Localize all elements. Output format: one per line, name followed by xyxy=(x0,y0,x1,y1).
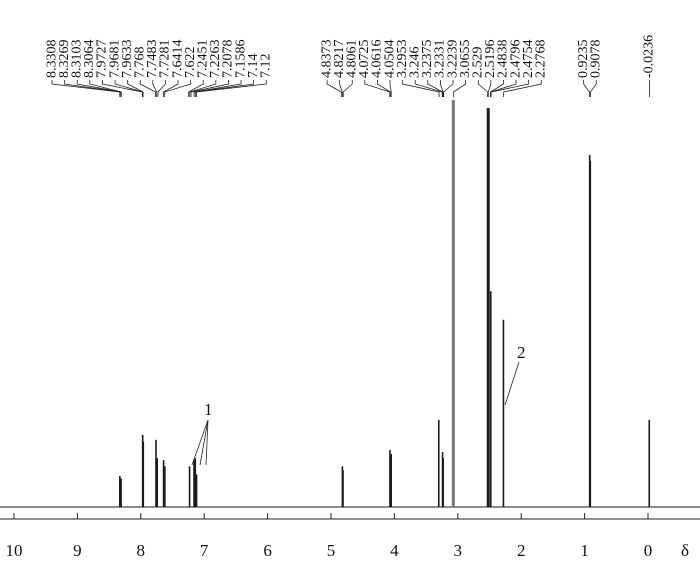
peak-label: 3.2375 xyxy=(420,40,435,79)
peak-leader xyxy=(377,80,391,97)
peak-leader xyxy=(89,80,122,97)
peak-label: 7.9633 xyxy=(120,40,135,79)
peak-label: 4.0504 xyxy=(382,40,397,79)
peak-leader xyxy=(196,80,267,97)
x-tick-label: 10 xyxy=(5,541,22,560)
peak-leader xyxy=(157,80,166,97)
peak-leader xyxy=(139,80,156,97)
x-tick-label: 7 xyxy=(200,541,209,560)
x-tick-label: 8 xyxy=(137,541,146,560)
peak-label: 2.4754 xyxy=(521,40,536,79)
peak-label: 3.2953 xyxy=(395,40,410,79)
peak-label: 7.1586 xyxy=(233,39,248,78)
peak-leader xyxy=(487,80,492,97)
x-tick-label: 6 xyxy=(263,541,272,560)
peak-label: 2.4838 xyxy=(496,40,511,79)
peak-leader xyxy=(402,80,440,97)
peak-leader xyxy=(414,80,443,97)
peak-label: 8.3103 xyxy=(69,40,84,79)
peak-leader xyxy=(114,80,144,97)
peak-leader xyxy=(152,80,158,97)
peak-label: 7.2078 xyxy=(221,40,236,79)
peak-label: 7.768 xyxy=(132,47,147,79)
peak-leader xyxy=(490,80,530,97)
peak-leader xyxy=(443,80,454,97)
x-tick-label: 2 xyxy=(517,541,526,560)
peak-label: 7.2451 xyxy=(195,40,210,79)
peak-leader xyxy=(339,80,343,97)
x-tick-label: 1 xyxy=(580,541,589,560)
peak-label: 4.8061 xyxy=(344,40,359,79)
peak-label: 3.2331 xyxy=(433,40,448,79)
x-tick-label: 9 xyxy=(73,541,82,560)
peak-label: 8.3308 xyxy=(44,40,59,78)
x-tick-label: 5 xyxy=(327,541,336,560)
peak-leader xyxy=(342,80,353,97)
peak-leader xyxy=(583,80,590,97)
peak-label: 7.12 xyxy=(258,54,273,79)
peak-label: 7.2263 xyxy=(208,40,223,79)
peak-label: 7.9681 xyxy=(107,39,122,78)
peak-leader xyxy=(477,80,489,97)
peak-label: 3.2239 xyxy=(445,40,460,79)
peak-leader xyxy=(194,80,255,97)
annotation-leader xyxy=(504,361,520,406)
peak-label: 4.0725 xyxy=(357,40,372,79)
peak-label: -0.0236 xyxy=(642,35,657,78)
peak-leader xyxy=(503,80,542,97)
annotation-leader xyxy=(205,419,209,466)
peak-leader xyxy=(193,80,242,97)
peak-label: 7.9727 xyxy=(95,39,110,78)
peak-label: 3.0655 xyxy=(458,40,473,79)
x-tick-label: 3 xyxy=(454,541,463,560)
peak-label: 8.3269 xyxy=(57,40,72,79)
peak-label: 3.246 xyxy=(407,47,422,79)
peak-leader xyxy=(364,80,391,97)
peak-label: 7.7281 xyxy=(158,40,173,79)
peak-label: 7.14 xyxy=(246,54,261,78)
annotation: 2 xyxy=(517,343,526,362)
peak-leader xyxy=(189,80,217,97)
peak-leader xyxy=(440,80,444,97)
peak-leader xyxy=(326,80,342,97)
annotation: 1 xyxy=(204,400,213,419)
peak-leader xyxy=(190,80,229,97)
x-tick-label: 0 xyxy=(644,541,653,560)
peak-label: 0.9078 xyxy=(588,40,603,79)
peak-label: 7.6414 xyxy=(170,40,185,79)
x-axis-label: δ xyxy=(681,541,689,560)
peak-leader xyxy=(51,80,121,97)
peak-label: 7.622 xyxy=(183,47,198,79)
peak-label: 2.2768 xyxy=(533,40,548,79)
annotation-leader xyxy=(191,419,209,466)
peak-label: 0.9235 xyxy=(576,40,591,79)
peak-leader xyxy=(127,80,144,97)
peak-leader xyxy=(453,80,467,97)
peak-label: 4.8217 xyxy=(332,40,347,79)
peak-leader xyxy=(64,80,121,97)
peak-leader xyxy=(163,80,179,97)
peak-leader xyxy=(389,80,392,97)
peak-leader xyxy=(76,80,122,97)
peak-label: 4.8373 xyxy=(319,40,334,79)
peak-label: 4.0616 xyxy=(370,40,385,79)
peak-leader xyxy=(590,80,597,97)
peak-label: 2.5196 xyxy=(483,40,498,79)
peak-label: 8.3064 xyxy=(82,40,97,79)
peak-label: 2.529 xyxy=(470,47,485,79)
peak-label: 7.7483 xyxy=(145,40,160,79)
x-tick-label: 4 xyxy=(390,541,399,560)
peak-label: 2.4796 xyxy=(508,40,523,79)
annotation-leader xyxy=(199,419,209,466)
peak-leader xyxy=(188,80,204,97)
peak-leader xyxy=(164,80,192,97)
